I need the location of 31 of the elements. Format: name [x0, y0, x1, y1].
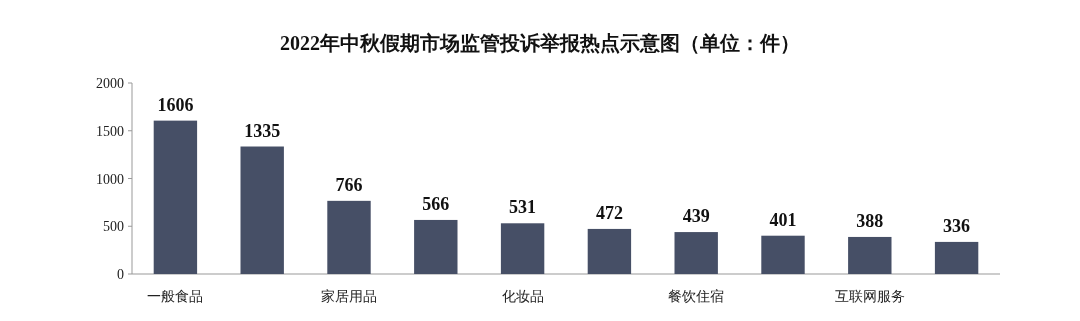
- x-tick-label: 一般食品: [147, 288, 204, 304]
- y-tick-label: 1500: [96, 123, 124, 139]
- data-label: 472: [595, 202, 623, 223]
- chart-title: 2022年中秋假期市场监管投诉举报热点示意图（单位：件）: [280, 32, 800, 54]
- data-label: 336: [943, 215, 971, 236]
- data-label: 388: [856, 210, 884, 231]
- data-label: 531: [509, 197, 537, 218]
- bar: [153, 120, 198, 274]
- data-label: 1335: [244, 120, 281, 141]
- bar: [240, 146, 284, 274]
- x-tick-label: 化妆品: [501, 288, 544, 304]
- data-label: 566: [422, 193, 450, 214]
- bar: [414, 219, 458, 274]
- data-label: 401: [769, 209, 797, 230]
- bar: [761, 235, 805, 274]
- x-tick-label: 互联网服务: [834, 288, 905, 304]
- y-tick-label: 1000: [96, 171, 124, 187]
- data-label: 766: [335, 174, 363, 195]
- bar: [934, 241, 979, 274]
- y-tick-label: 500: [103, 219, 124, 235]
- y-tick-label: 2000: [96, 76, 124, 91]
- bar: [587, 228, 632, 274]
- data-label: 439: [682, 206, 710, 227]
- x-tick-label: 家居用品: [321, 288, 377, 304]
- bar: [500, 223, 545, 274]
- x-tick-label: 餐饮住宿: [668, 288, 725, 304]
- data-label: 1606: [157, 94, 194, 115]
- bar: [848, 236, 892, 274]
- bar: [674, 232, 718, 274]
- y-tick-label: 0: [117, 267, 124, 282]
- bar: [327, 200, 371, 274]
